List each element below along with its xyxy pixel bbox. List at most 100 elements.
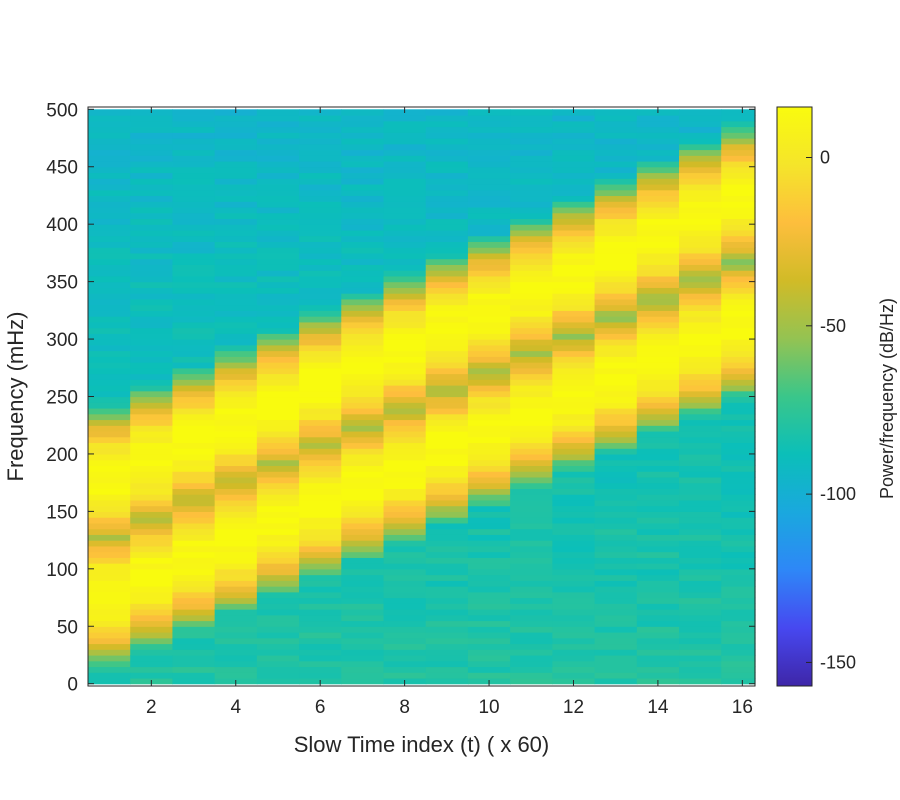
heatmap-cell <box>299 540 342 547</box>
heatmap-cell <box>510 160 553 168</box>
heatmap-cell <box>594 143 638 151</box>
heatmap-cell <box>594 540 638 547</box>
heatmap-cell <box>383 333 427 340</box>
y-tick-label: 350 <box>46 273 78 294</box>
heatmap-cell <box>130 442 174 449</box>
heatmap-cell <box>636 568 680 576</box>
heatmap-cell <box>256 563 300 570</box>
heatmap-cell <box>721 327 756 334</box>
heatmap-cell <box>299 235 342 243</box>
heatmap-cell <box>256 522 300 530</box>
heatmap-cell <box>341 201 385 208</box>
heatmap-cell <box>467 281 511 288</box>
heatmap-cell <box>552 270 596 277</box>
heatmap-cell <box>256 160 300 168</box>
heatmap-cell <box>214 385 258 392</box>
heatmap-cell <box>383 522 427 530</box>
heatmap-cell <box>510 436 553 444</box>
heatmap-cell <box>214 321 258 329</box>
y-axis-label: Frequency (mHz) <box>3 312 28 482</box>
heatmap-cell <box>88 637 131 645</box>
heatmap-cell <box>721 109 756 116</box>
heatmap-cell <box>341 649 385 656</box>
heatmap-cell <box>256 350 300 357</box>
heatmap-cell <box>636 471 680 478</box>
heatmap-cell <box>425 206 469 214</box>
heatmap-cell <box>214 304 258 311</box>
heatmap-cell <box>341 574 385 581</box>
y-tick-label: 250 <box>46 388 78 409</box>
heatmap-cell <box>214 160 258 168</box>
heatmap-cell <box>341 362 385 369</box>
heatmap-cell <box>88 453 131 461</box>
heatmap-cell <box>88 649 131 656</box>
heatmap-cell <box>130 252 174 260</box>
heatmap-cell <box>130 379 174 386</box>
heatmap-cell <box>721 563 756 570</box>
heatmap-cell <box>679 430 722 438</box>
heatmap-cell <box>214 597 258 604</box>
heatmap-cell <box>594 235 638 243</box>
heatmap-cell <box>299 505 342 512</box>
heatmap-cell <box>721 626 756 633</box>
heatmap-cell <box>467 160 511 168</box>
heatmap-cell <box>299 356 342 363</box>
heatmap-cell <box>383 528 427 535</box>
heatmap-cell <box>299 471 342 478</box>
heatmap-cell <box>467 620 511 627</box>
heatmap-cell <box>679 471 722 478</box>
heatmap-cell <box>256 241 300 248</box>
heatmap-cell <box>552 574 596 581</box>
heatmap-cell <box>214 534 258 541</box>
heatmap-cell <box>214 327 258 334</box>
colorbar-tick-label: -150 <box>820 652 856 672</box>
heatmap-cell <box>425 580 469 587</box>
heatmap-cell <box>425 385 469 392</box>
heatmap-cell <box>214 603 258 610</box>
heatmap-cell <box>172 609 216 616</box>
heatmap-cell <box>341 385 385 392</box>
heatmap-cell <box>172 344 216 352</box>
heatmap-cell <box>636 344 680 352</box>
heatmap-cell <box>299 373 342 380</box>
heatmap-cell <box>130 482 174 489</box>
heatmap-cell <box>214 465 258 472</box>
heatmap-cell <box>172 448 216 455</box>
heatmap-cell <box>636 189 680 197</box>
heatmap-cell <box>130 155 174 162</box>
heatmap-cell <box>88 614 131 622</box>
heatmap-cell <box>721 522 756 530</box>
heatmap-cell <box>425 132 469 139</box>
heatmap-cell <box>299 120 342 128</box>
heatmap-cell <box>679 132 722 139</box>
heatmap-cell <box>467 557 511 564</box>
heatmap-cell <box>341 120 385 128</box>
heatmap-cell <box>88 557 131 564</box>
heatmap-cell <box>425 143 469 151</box>
heatmap-cell <box>299 413 342 421</box>
heatmap-cell <box>383 568 427 576</box>
heatmap-cell <box>341 195 385 202</box>
heatmap-cell <box>172 407 216 415</box>
heatmap-cell <box>467 195 511 202</box>
heatmap-cell <box>636 482 680 489</box>
heatmap-cell <box>552 275 596 283</box>
heatmap-cell <box>256 654 300 662</box>
heatmap-cell <box>510 109 553 116</box>
heatmap-cell <box>383 643 427 650</box>
heatmap-cell <box>721 666 756 673</box>
heatmap-cell <box>130 396 174 403</box>
heatmap-cell <box>341 557 385 564</box>
heatmap-cell <box>88 568 131 576</box>
heatmap-cell <box>299 568 342 576</box>
heatmap-cell <box>552 425 596 432</box>
heatmap-cell <box>425 476 469 484</box>
heatmap-cell <box>679 258 722 265</box>
heatmap-cell <box>510 402 553 409</box>
heatmap-cell <box>256 109 300 116</box>
heatmap-cell <box>721 178 756 185</box>
heatmap-cell <box>256 321 300 329</box>
heatmap-cell <box>552 281 596 288</box>
heatmap-cell <box>383 258 427 265</box>
